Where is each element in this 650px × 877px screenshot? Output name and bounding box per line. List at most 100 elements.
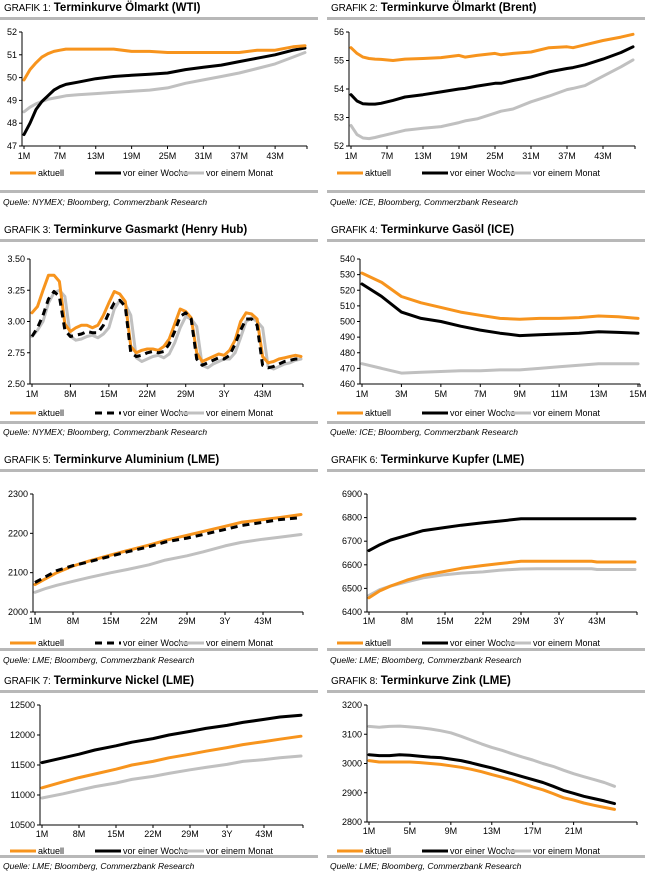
x-tick-label: 31M [195,151,213,161]
x-tick-label: 9M [513,389,526,399]
y-tick-label: 12000 [10,730,35,740]
title-separator [0,239,318,242]
chart-panel-5: GRAFIK 5: Terminkurve Aluminium (LME) 20… [0,452,325,672]
chart-title: GRAFIK 7: Terminkurve Nickel (LME) [4,675,194,687]
y-tick-label: 51 [7,50,17,60]
x-tick-label: 21M [565,826,583,836]
y-tick-label: 54 [334,84,344,94]
series-line-aktuell [367,759,616,811]
chart-number: GRAFIK 7: [4,676,51,687]
x-tick-label: 31M [522,151,540,161]
x-tick-label: 25M [486,151,504,161]
chart-title: GRAFIK 3: Terminkurve Gasmarkt (Henry Hu… [4,224,247,236]
x-tick-label: 3Y [221,829,232,839]
y-tick-label: 3200 [342,700,362,710]
x-tick-label: 1M [29,616,42,626]
chart-panel-4: GRAFIK 4: Terminkurve Gasöl (ICE) 460 470… [327,222,650,442]
chart-title: GRAFIK 4: Terminkurve Gasöl (ICE) [331,224,514,236]
source-note: Quelle: ICE, Bloomberg, Commerzbank Rese… [330,197,519,207]
chart-panel-6: GRAFIK 6: Terminkurve Kupfer (LME) 6400 6… [327,452,650,672]
source-separator [0,648,318,651]
x-tick-label: 9M [445,826,458,836]
chart-panel-1: GRAFIK 1: Terminkurve Ölmarkt (WTI) 47 48… [0,0,325,215]
source-note: Quelle: NYMEX; Bloomberg, Commerzbank Re… [3,197,208,207]
chart-number: GRAFIK 1: [4,3,51,14]
y-tick-label: 47 [7,141,17,151]
chart-title-text: Terminkurve Ölmarkt (WTI) [53,2,201,14]
x-tick-label: 3Y [219,389,230,399]
chart-title-text: Terminkurve Ölmarkt (Brent) [380,2,537,14]
source-separator [327,648,645,651]
x-tick-label: 1M [18,151,31,161]
y-tick-label: 3100 [342,729,362,739]
chart-number: GRAFIK 2: [331,3,378,14]
series-line-aktuell [22,44,307,82]
legend-label: vor einem Monat [533,638,601,648]
y-tick-label: 520 [340,285,355,295]
y-tick-label: 500 [340,317,355,327]
chart-number: GRAFIK 5: [4,455,51,466]
series-line-vor-einem-monat [360,362,640,375]
chart-title-text: Terminkurve Aluminium (LME) [53,454,220,466]
x-tick-label: 1M [356,389,369,399]
x-tick-label: 22M [144,829,162,839]
chart-panel-8: GRAFIK 8: Terminkurve Zink (LME) 2800 290… [327,673,650,877]
x-tick-label: 15M [629,389,647,399]
series-line-vor-einer-woche [22,46,307,137]
y-tick-label: 2100 [8,568,28,578]
line-chart: 47 48 49 50 51 52 1M 7M 13M 19M 25M 31M 37M 43M aktuel… [7,27,308,178]
x-tick-label: 8M [73,829,86,839]
title-separator [327,239,645,242]
series-line-aktuell [367,559,637,600]
chart-panel-3: GRAFIK 3: Terminkurve Gasmarkt (Henry Hu… [0,222,325,442]
chart-panel-2: GRAFIK 2: Terminkurve Ölmarkt (Brent) 52… [327,0,650,215]
y-tick-label: 49 [7,95,17,105]
series-line-vor-einer-woche [367,753,616,806]
x-tick-label: 3Y [553,616,564,626]
x-tick-label: 11M [551,389,568,399]
x-tick-label: 29M [178,616,196,626]
x-tick-label: 25M [159,151,177,161]
legend-label: vor einer Woche [450,408,515,418]
chart-title-text: Terminkurve Nickel (LME) [53,675,195,687]
title-separator [0,17,318,20]
x-tick-label: 1M [363,616,376,626]
chart-title-text: Terminkurve Gasmarkt (Henry Hub) [53,224,248,236]
x-tick-label: 43M [254,389,272,399]
legend-label: vor einer Woche [450,846,515,856]
x-tick-label: 37M [558,151,576,161]
x-tick-label: 13M [414,151,432,161]
y-tick-label: 6900 [342,489,362,499]
y-tick-label: 53 [334,113,344,123]
series-line-vor-einem-monat [367,567,637,597]
title-separator [327,469,645,472]
source-separator [327,190,645,193]
legend-label: vor einer Woche [123,846,188,856]
series-line-vor-einem-monat [367,724,616,788]
y-tick-label: 10500 [10,820,35,830]
x-tick-label: 7M [54,151,67,161]
x-tick-label: 43M [594,151,612,161]
series-line-vor-einem-monat [40,754,303,800]
y-tick-label: 50 [7,73,17,83]
source-note: Quelle: LME; Bloomberg, Commerzbank Rese… [330,655,522,665]
y-tick-label: 510 [340,301,355,311]
y-tick-label: 2800 [342,817,362,827]
source-separator [327,421,645,424]
legend-label: aktuell [38,168,64,178]
chart-number: GRAFIK 4: [331,225,378,236]
legend-label: vor einer Woche [123,408,188,418]
chart-title: GRAFIK 2: Terminkurve Ölmarkt (Brent) [331,2,536,14]
x-tick-label: 29M [181,829,199,839]
legend-label: vor einem Monat [533,168,601,178]
y-tick-label: 2.75 [7,348,25,358]
source-separator [0,421,318,424]
y-tick-label: 52 [334,141,344,151]
series-line-vor-einem-monat [349,58,635,141]
title-separator [327,690,645,693]
x-tick-label: 15M [107,829,125,839]
series-line-aktuell [33,513,303,586]
series-line-vor-einer-woche [40,713,303,765]
chart-title: GRAFIK 8: Terminkurve Zink (LME) [331,675,511,687]
chart-title-text: Terminkurve Zink (LME) [380,675,511,687]
